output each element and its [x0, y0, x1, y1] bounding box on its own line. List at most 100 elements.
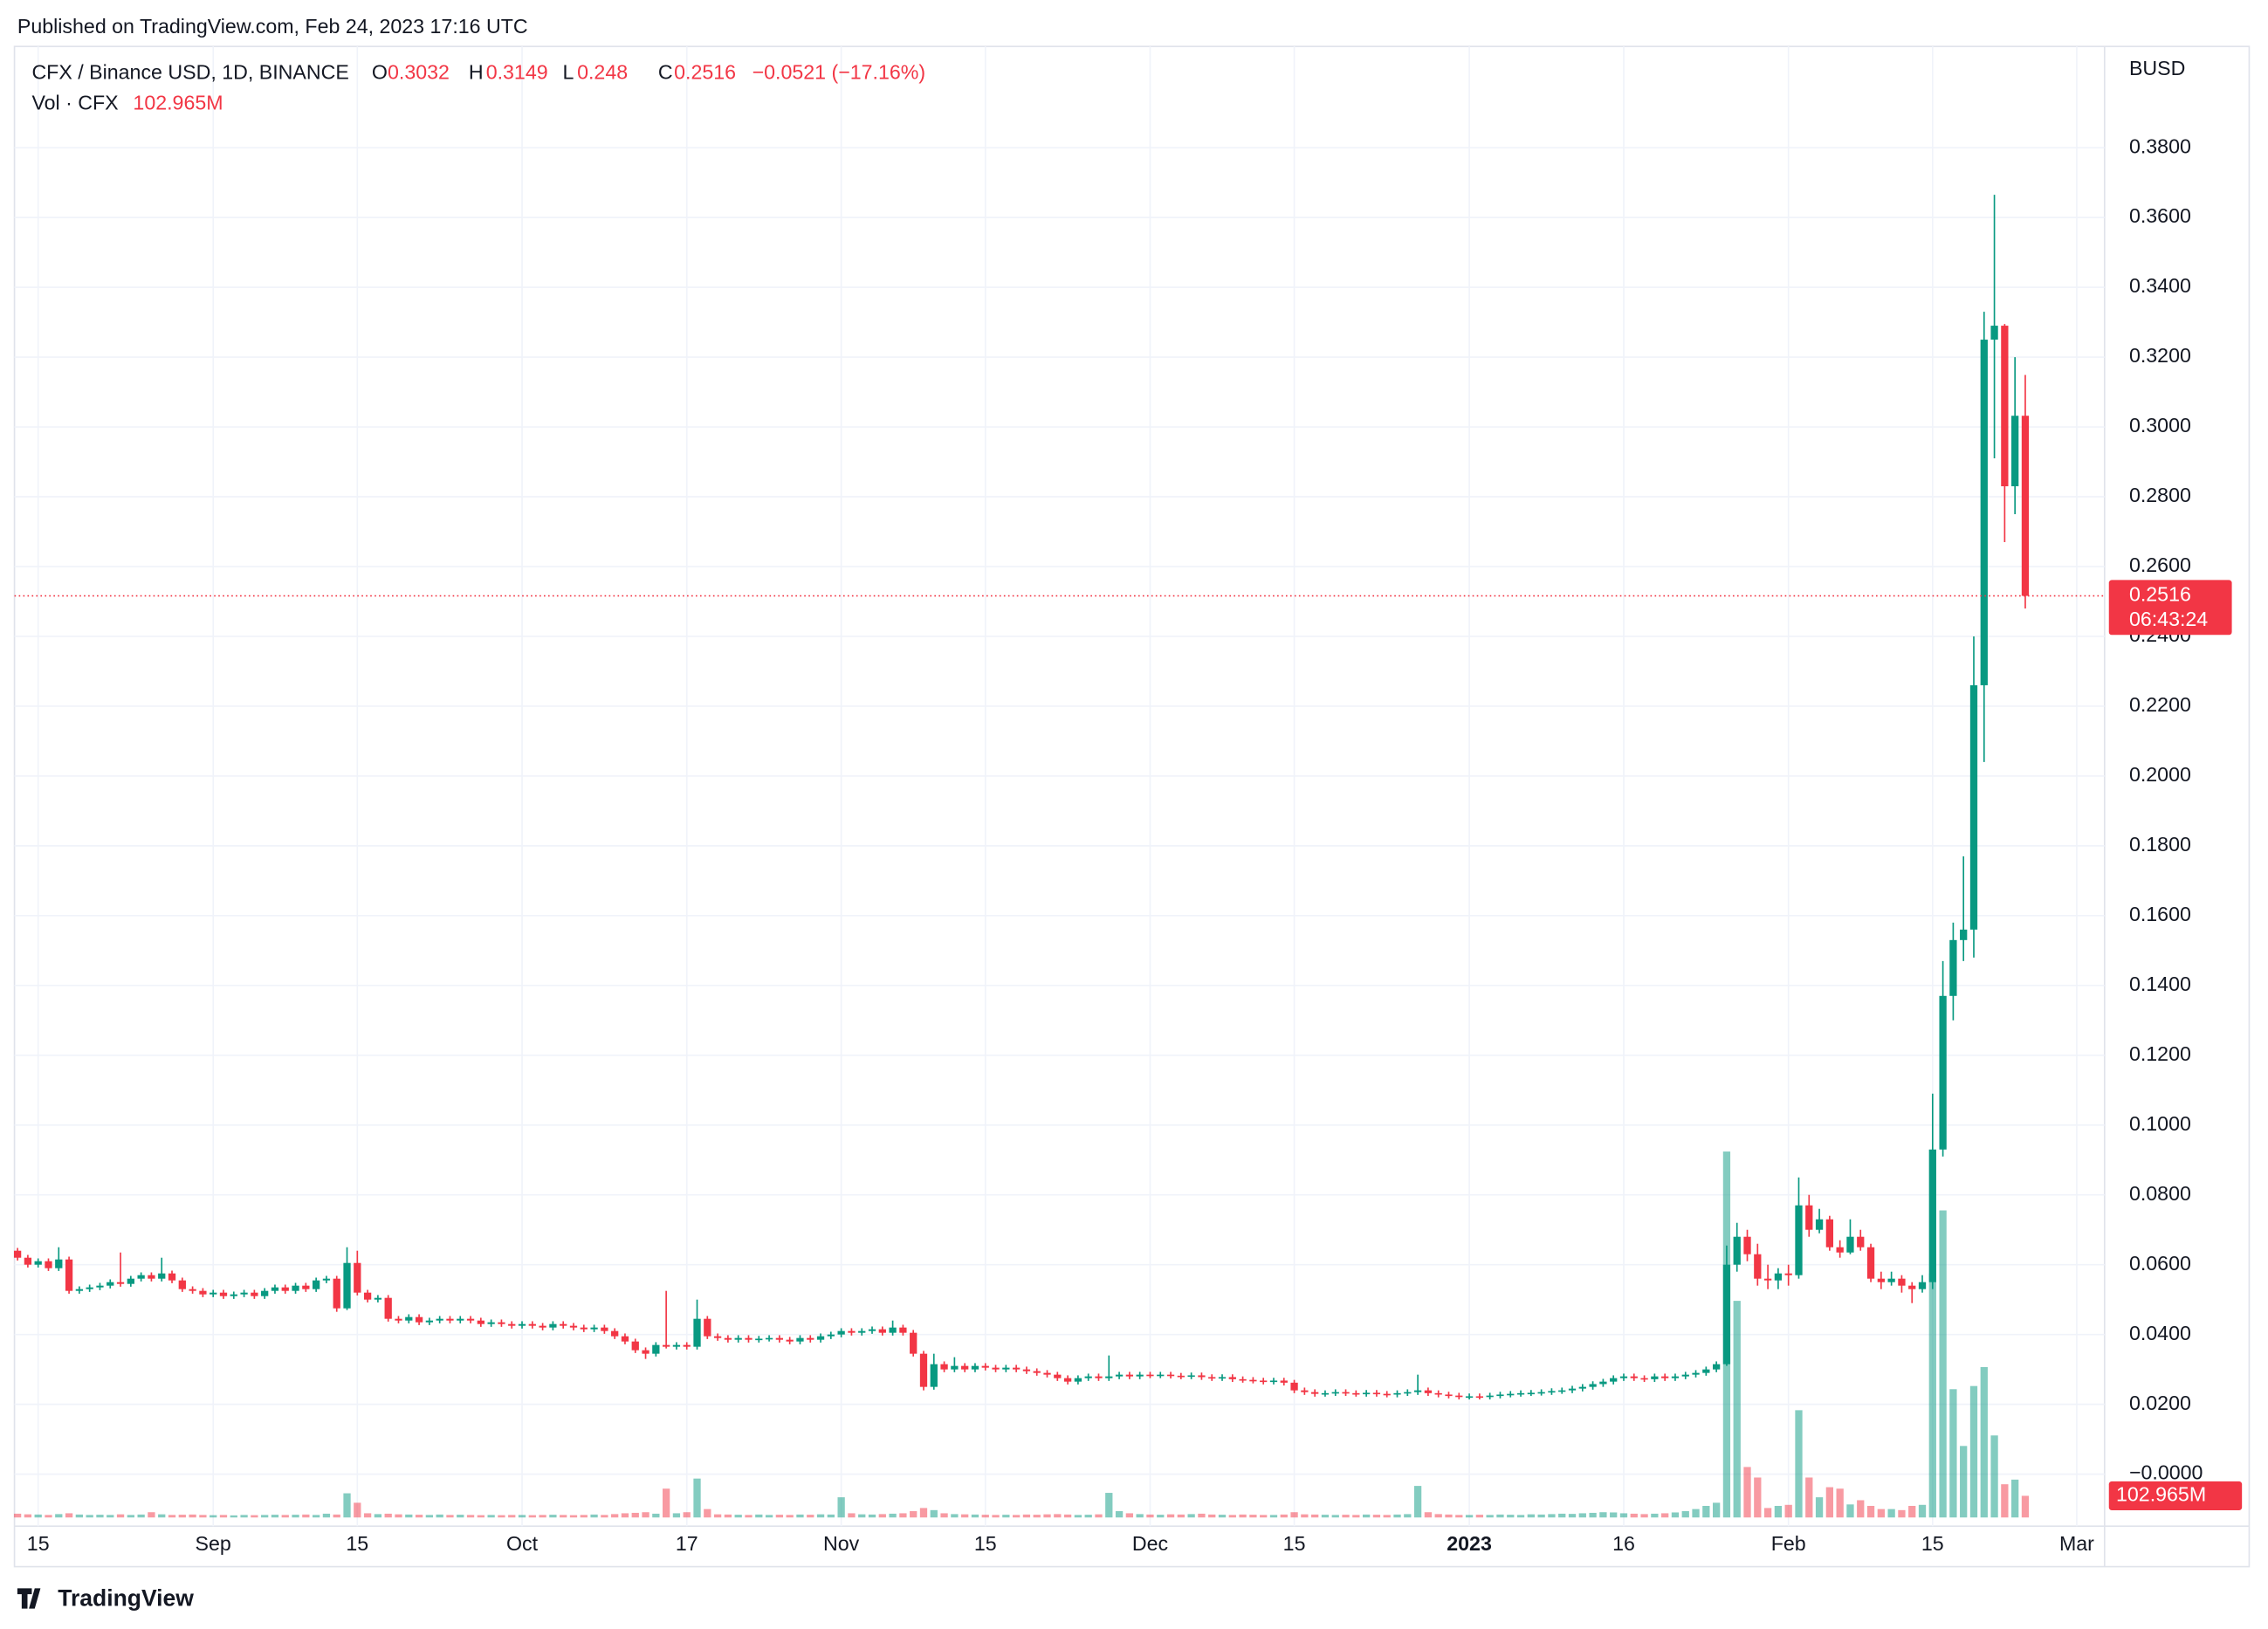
candle-body: [940, 1364, 948, 1370]
volume-bar: [457, 1515, 464, 1518]
volume-bar: [1866, 1505, 1875, 1518]
candle-body: [1507, 1393, 1515, 1396]
volume-bar: [981, 1515, 989, 1518]
candle-body: [457, 1318, 464, 1321]
candle-body: [210, 1292, 217, 1295]
volume-bar: [1465, 1515, 1474, 1518]
candle-body: [745, 1337, 753, 1340]
candle-body: [1671, 1376, 1680, 1378]
candle-body: [322, 1278, 331, 1281]
volume-bar: [1084, 1515, 1092, 1518]
x-tick-label: Nov: [823, 1532, 860, 1555]
volume-bar: [55, 1514, 63, 1518]
volume-bar: [322, 1513, 331, 1518]
candle-body: [734, 1337, 742, 1340]
y-tick-label: 0.1400: [2129, 973, 2191, 995]
candle-body: [683, 1344, 691, 1347]
candle-body: [508, 1323, 516, 1326]
volume-bar: [1651, 1513, 1659, 1518]
volume-bar: [734, 1515, 742, 1518]
candle-body: [1125, 1374, 1134, 1377]
y-tick-label: 0.3200: [2129, 344, 2191, 367]
low-value: 0.248: [577, 61, 628, 84]
candle-body: [1527, 1392, 1535, 1395]
candle-body: [425, 1320, 434, 1323]
candle-body: [1002, 1367, 1010, 1370]
volume-bar: [75, 1514, 84, 1518]
volume-bar: [1404, 1514, 1412, 1518]
volume-bar: [508, 1515, 516, 1518]
volume-bar: [1836, 1488, 1844, 1518]
volume-bar: [539, 1515, 546, 1518]
x-tick-label: 15: [1283, 1532, 1306, 1555]
volume-bar: [642, 1512, 649, 1518]
volume-bar: [601, 1515, 608, 1518]
candle-body: [1960, 929, 1968, 940]
volume-bar: [230, 1515, 237, 1518]
volume-bar: [1352, 1515, 1360, 1518]
candle-body: [919, 1353, 928, 1387]
candle-body: [827, 1334, 835, 1337]
candle-body: [693, 1318, 701, 1347]
volume-bar: [910, 1511, 918, 1518]
candle-body: [292, 1285, 299, 1291]
volume-bar: [652, 1513, 660, 1518]
close-label: C: [658, 61, 673, 84]
volume-bar: [2011, 1479, 2019, 1518]
candle-body: [55, 1259, 63, 1268]
candle-body: [1857, 1236, 1865, 1248]
brand-name: TradingView: [58, 1585, 194, 1612]
candle-body: [816, 1336, 825, 1340]
volume-bar: [683, 1512, 691, 1518]
volume-bar: [961, 1514, 969, 1518]
candle-body: [848, 1330, 856, 1333]
volume-bar: [1980, 1366, 1988, 1518]
volume-bar: [425, 1515, 434, 1518]
y-tick-label: 0.0800: [2129, 1182, 2191, 1205]
candle-body: [1352, 1392, 1360, 1395]
candle-body: [878, 1329, 886, 1333]
volume-bar: [899, 1513, 907, 1518]
volume-bar: [405, 1514, 413, 1518]
candle-body: [1918, 1282, 1927, 1289]
volume-bar: [621, 1513, 629, 1518]
volume-bar: [672, 1513, 681, 1518]
volume-bar: [1125, 1513, 1134, 1518]
candle-body: [1177, 1375, 1185, 1378]
candle-body: [1692, 1372, 1700, 1375]
volume-bar: [466, 1515, 475, 1518]
logo-icon: [17, 1588, 41, 1609]
candle-body: [1249, 1379, 1257, 1382]
volume-bar: [1610, 1512, 1618, 1518]
volume-bar: [1640, 1514, 1648, 1518]
candle-body: [189, 1289, 196, 1291]
y-tick-label: −0.0000: [2129, 1461, 2203, 1484]
candle-body: [1208, 1377, 1216, 1379]
legend-line: CFX / Binance USD, 1D, BINANCE O 0.3032 …: [31, 61, 925, 84]
candle-body: [363, 1292, 372, 1300]
volume-bar: [1969, 1385, 1978, 1518]
candle-body: [1404, 1392, 1412, 1394]
x-tick-label: 15: [974, 1532, 997, 1555]
volume-bar: [1280, 1514, 1288, 1518]
candle-body: [498, 1322, 505, 1324]
volume-bar: [878, 1514, 886, 1518]
candle-body: [796, 1337, 804, 1342]
volume-bar: [13, 1513, 22, 1518]
volume-bar: [1239, 1514, 1247, 1518]
volume-bar: [178, 1515, 186, 1518]
candle-body: [302, 1285, 310, 1289]
volume-bar: [1321, 1515, 1330, 1518]
candle-body: [1198, 1375, 1206, 1378]
candle-body: [374, 1297, 382, 1300]
candle-body: [1239, 1378, 1247, 1381]
volume-bar: [1733, 1301, 1741, 1518]
x-tick-label: Sep: [196, 1532, 231, 1555]
volume-bar: [1033, 1515, 1041, 1518]
volume-bar: [1486, 1515, 1494, 1518]
candle-body: [148, 1275, 155, 1279]
candle-body: [837, 1330, 845, 1335]
price-label-box: [2108, 580, 2232, 636]
candle-body: [1651, 1376, 1659, 1379]
volume-bar: [158, 1514, 166, 1518]
